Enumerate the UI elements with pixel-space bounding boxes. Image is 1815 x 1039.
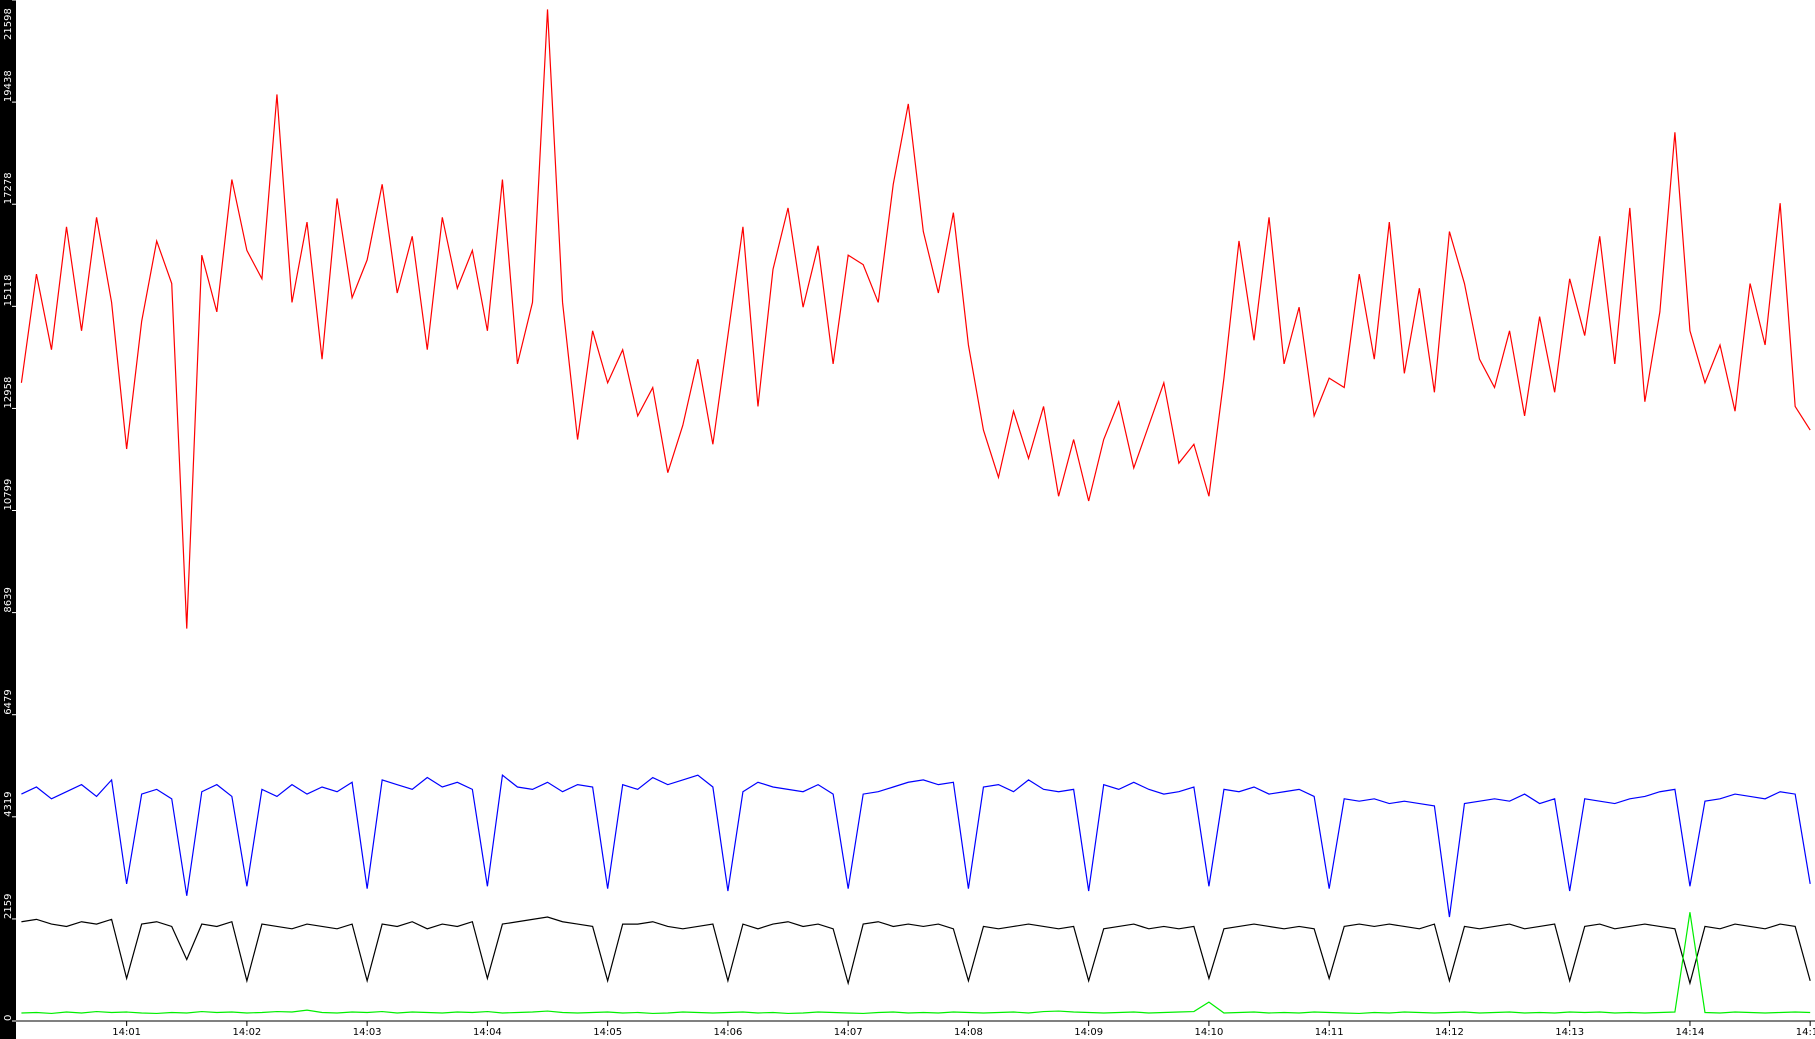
series-line — [21, 916, 1811, 986]
x-tick-label: 14:13 — [1555, 1027, 1584, 1038]
x-tick-label: 14:03 — [353, 1027, 382, 1038]
y-tick-label: 19438 — [3, 70, 14, 102]
x-tick-label: 14:12 — [1435, 1027, 1464, 1038]
series-line — [21, 774, 1811, 918]
x-tick-label: 14:08 — [954, 1027, 983, 1038]
x-tick-label: 14:05 — [593, 1027, 622, 1038]
x-tick-label: 14:09 — [1074, 1027, 1103, 1038]
x-tick-label: 14:06 — [713, 1027, 742, 1038]
y-tick-label: 17278 — [3, 172, 14, 204]
y-tick-label: 6479 — [3, 689, 14, 714]
y-tick-label: 10799 — [3, 479, 14, 511]
y-tick-label: 21598 — [3, 8, 14, 40]
x-tick-label: 14:10 — [1195, 1027, 1224, 1038]
x-tick-label: 14:01 — [112, 1027, 141, 1038]
y-axis-strip — [0, 0, 16, 1039]
y-tick-label: 4319 — [3, 791, 14, 816]
x-tick-label: 14:02 — [232, 1027, 261, 1038]
x-tick-label: 14:11 — [1315, 1027, 1344, 1038]
y-tick-label: 12958 — [3, 377, 14, 409]
y-tick-label: 2159 — [3, 893, 14, 918]
x-tick-label: 14:14 — [1676, 1027, 1705, 1038]
series-line — [20, 9, 1811, 629]
y-tick-label: 0 — [3, 1015, 14, 1021]
y-tick-label: 15118 — [3, 275, 14, 307]
y-tick-label: 8639 — [3, 587, 14, 612]
x-tick-label: 14:04 — [473, 1027, 502, 1038]
x-tick-label: 14:07 — [834, 1027, 863, 1038]
series-line — [21, 912, 1811, 1015]
x-tick-label: 14:15 — [1796, 1027, 1815, 1038]
